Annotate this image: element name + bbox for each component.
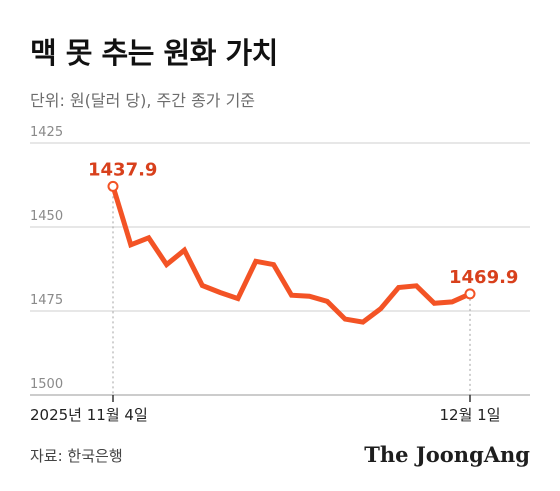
chart-title: 맥 못 추는 원화 가치 xyxy=(30,36,278,70)
y-tick-label: 1475 xyxy=(30,293,63,308)
x-tick-label: 12월 1일 xyxy=(440,406,501,424)
label-layer: 2025년 11월 4일 12월 1일 1437.9 1469.9 xyxy=(30,159,518,424)
y-tick-label: 1425 xyxy=(30,125,63,140)
series-layer xyxy=(107,180,476,325)
data-label: 1469.9 xyxy=(449,267,518,288)
y-tick-label: 1500 xyxy=(30,377,63,392)
source-note: 자료: 한국은행 xyxy=(30,447,123,465)
publisher-logo: The JoongAng xyxy=(364,442,530,467)
guide-lines xyxy=(112,186,471,402)
x-tick-label: 2025년 11월 4일 xyxy=(30,406,148,424)
data-point-marker xyxy=(464,288,476,300)
data-label: 1437.9 xyxy=(88,159,157,180)
y-tick-label: 1450 xyxy=(30,209,63,224)
series-line xyxy=(110,185,472,325)
data-point-marker xyxy=(107,180,119,192)
chart-subtitle: 단위: 원(달러 당), 주간 종가 기준 xyxy=(30,91,256,110)
